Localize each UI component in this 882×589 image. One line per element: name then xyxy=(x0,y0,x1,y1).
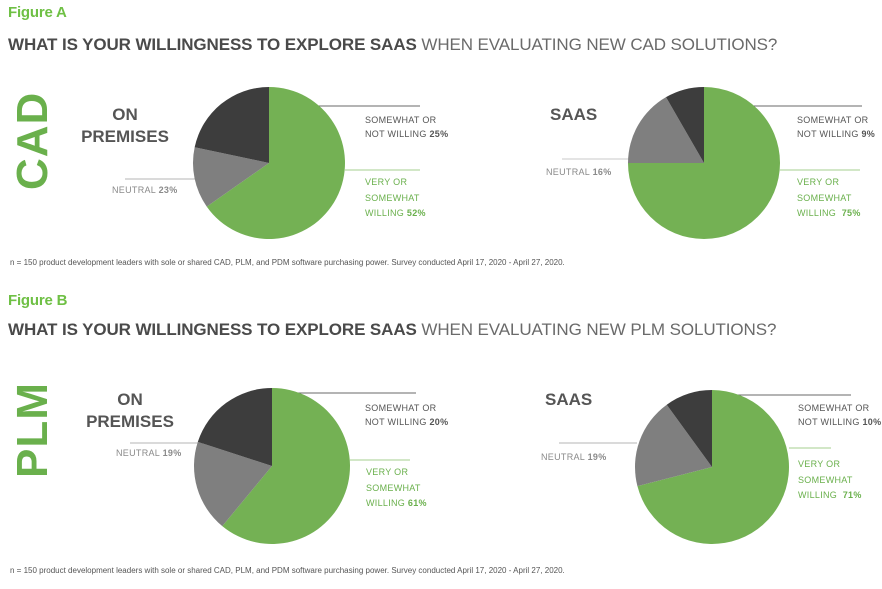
slice-neutral xyxy=(194,441,272,527)
slice-not-willing xyxy=(197,388,272,466)
callout-text: NEUTRAL xyxy=(112,185,156,195)
callout-line: VERY OR xyxy=(797,177,840,187)
figure-a-saas-title: SAAS xyxy=(550,105,598,124)
figure-a-question-light: WHEN EVALUATING NEW CAD SOLUTIONS? xyxy=(421,35,778,54)
figure-b-footnote: n = 150 product development leaders with… xyxy=(10,566,565,575)
callout-text: NEUTRAL xyxy=(546,167,590,177)
callout-value: 71% xyxy=(842,490,862,500)
callout-line: SOMEWHAT OR xyxy=(365,403,437,413)
figure-a-onprem-neutral-label: NEUTRAL 23% xyxy=(112,183,178,197)
callout-line: VERY OR xyxy=(365,177,408,187)
slice-willing xyxy=(206,87,345,240)
slice-not-willing xyxy=(194,87,269,163)
figure-b-question-light: WHEN EVALUATING NEW PLM SOLUTIONS? xyxy=(421,320,777,339)
callout-line: SOMEWHAT OR xyxy=(798,403,870,413)
callout-line: SOMEWHAT xyxy=(366,482,421,493)
callout-text: NEUTRAL xyxy=(116,448,160,458)
callout-value: 19% xyxy=(587,452,607,462)
callout-line: SOMEWHAT xyxy=(797,192,852,203)
figure-a-footnote: n = 150 product development leaders with… xyxy=(10,258,565,267)
figure-a-question: WHAT IS YOUR WILLINGNESS TO EXPLORE SAAS… xyxy=(8,35,777,55)
figure-b-saas-title: SAAS xyxy=(545,390,593,409)
onprem-title-line2: PREMISES xyxy=(81,127,169,146)
figure-b-saas-not-willing-label: SOMEWHAT OR NOT WILLING 10% xyxy=(798,401,881,429)
figure-b-label: Figure B xyxy=(8,292,68,309)
figure-b-onprem-neutral-label: NEUTRAL 19% xyxy=(116,446,182,460)
slice-neutral xyxy=(193,147,269,207)
pie-cad-on-premises xyxy=(193,87,345,240)
figure-b-saas-willing-label: VERY OR SOMEWHAT WILLING 71% xyxy=(798,457,862,504)
figure-a-saas-willing-label: VERY OR SOMEWHAT WILLING 75% xyxy=(797,175,861,222)
callout-value: 10% xyxy=(862,417,882,427)
callout-line: SOMEWHAT xyxy=(798,474,853,485)
callout-text: WILLING xyxy=(797,208,837,218)
figure-a-label: Figure A xyxy=(8,4,67,21)
figure-b-question: WHAT IS YOUR WILLINGNESS TO EXPLORE SAAS… xyxy=(8,320,776,340)
callout-value: 52% xyxy=(406,208,426,218)
pie-plm-saas xyxy=(635,390,789,544)
callout-text: WILLING xyxy=(798,490,838,500)
figure-b-onprem-not-willing-label: SOMEWHAT OR NOT WILLING 20% xyxy=(365,401,448,429)
slice-neutral xyxy=(628,97,704,163)
slice-not-willing xyxy=(666,390,712,467)
figure-a-onprem-title: ON PREMISES xyxy=(70,104,180,148)
callout-text: NOT WILLING xyxy=(365,129,427,139)
callout-text: WILLING xyxy=(365,208,405,218)
callout-line: SOMEWHAT OR xyxy=(797,115,869,125)
callout-value: 23% xyxy=(158,185,178,195)
callout-value: 16% xyxy=(592,167,612,177)
onprem-title-line1: ON xyxy=(117,390,143,409)
pie-cad-saas xyxy=(628,87,780,239)
callout-value: 61% xyxy=(407,498,427,508)
callout-text: WILLING xyxy=(366,498,406,508)
figure-a-onprem-willing-label: VERY OR SOMEWHAT WILLING 52% xyxy=(365,175,426,222)
callout-value: 20% xyxy=(429,417,449,427)
slice-willing xyxy=(222,388,350,544)
figure-a-saas-not-willing-label: SOMEWHAT OR NOT WILLING 9% xyxy=(797,113,875,141)
slice-not-willing xyxy=(666,87,704,163)
figure-b-question-bold: WHAT IS YOUR WILLINGNESS TO EXPLORE SAAS xyxy=(8,320,417,339)
onprem-title-line2: PREMISES xyxy=(86,412,174,431)
callout-text: NOT WILLING xyxy=(798,417,860,427)
callout-line: SOMEWHAT xyxy=(365,192,420,203)
figure-a-onprem-not-willing-label: SOMEWHAT OR NOT WILLING 25% xyxy=(365,113,448,141)
figure-b-saas-neutral-label: NEUTRAL 19% xyxy=(541,450,607,464)
callout-value: 75% xyxy=(841,208,861,218)
callout-text: NEUTRAL xyxy=(541,452,585,462)
callout-line: VERY OR xyxy=(798,459,841,469)
pie-plm-on-premises xyxy=(194,388,350,544)
callout-value: 9% xyxy=(861,129,876,139)
onprem-title-line1: ON xyxy=(112,105,138,124)
callout-line: SOMEWHAT OR xyxy=(365,115,437,125)
callout-line: VERY OR xyxy=(366,467,409,477)
callout-text: NOT WILLING xyxy=(797,129,859,139)
figure-a-saas-neutral-label: NEUTRAL 16% xyxy=(546,165,612,179)
figure-b-onprem-title: ON PREMISES xyxy=(75,389,185,433)
callout-value: 19% xyxy=(162,448,182,458)
slice-willing xyxy=(637,390,789,544)
callout-value: 25% xyxy=(429,129,449,139)
callout-text: NOT WILLING xyxy=(365,417,427,427)
figure-b-onprem-willing-label: VERY OR SOMEWHAT WILLING 61% xyxy=(366,465,427,512)
slice-neutral xyxy=(635,404,712,487)
figure-a-question-bold: WHAT IS YOUR WILLINGNESS TO EXPLORE SAAS xyxy=(8,35,417,54)
